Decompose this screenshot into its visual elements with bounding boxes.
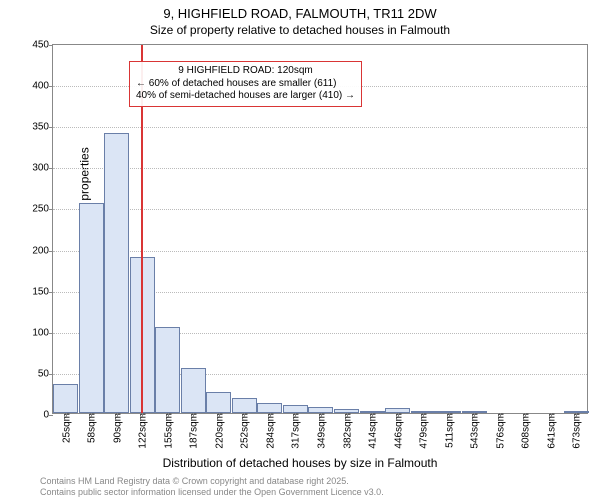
callout-box: 9 HIGHFIELD ROAD: 120sqm← 60% of detache… [129, 61, 362, 107]
xtick-label: 284sqm [263, 413, 276, 449]
xtick-mark [372, 413, 373, 417]
xtick-mark [91, 413, 92, 417]
xtick-mark [551, 413, 552, 417]
xtick-label: 90sqm [110, 413, 123, 443]
xtick-mark [193, 413, 194, 417]
xtick-label: 511sqm [442, 413, 455, 448]
ytick-label: 150 [32, 286, 53, 297]
xtick-mark [219, 413, 220, 417]
xtick-label: 641sqm [544, 413, 557, 449]
xtick-mark [576, 413, 577, 417]
gridline [53, 209, 587, 210]
xtick-mark [398, 413, 399, 417]
xtick-mark [295, 413, 296, 417]
xtick-label: 25sqm [59, 413, 72, 443]
xtick-label: 317sqm [289, 413, 302, 449]
ytick-label: 350 [32, 122, 53, 133]
gridline [53, 168, 587, 169]
xtick-mark [117, 413, 118, 417]
histogram-bar [155, 327, 180, 413]
footer-attribution: Contains HM Land Registry data © Crown c… [40, 476, 384, 498]
xtick-mark [142, 413, 143, 417]
xtick-mark [270, 413, 271, 417]
x-axis-label: Distribution of detached houses by size … [0, 456, 600, 470]
xtick-label: 252sqm [238, 413, 251, 449]
ytick-label: 400 [32, 81, 53, 92]
xtick-label: 382sqm [340, 413, 353, 449]
xtick-mark [347, 413, 348, 417]
histogram-bar [283, 405, 308, 413]
ytick-label: 0 [43, 410, 53, 421]
histogram-bar [104, 133, 129, 413]
xtick-mark [474, 413, 475, 417]
xtick-label: 220sqm [212, 413, 225, 449]
plot-area: 05010015020025030035040045025sqm58sqm90s… [52, 44, 588, 414]
xtick-label: 155sqm [161, 413, 174, 449]
xtick-label: 543sqm [468, 413, 481, 449]
xtick-mark [525, 413, 526, 417]
xtick-label: 414sqm [366, 413, 379, 449]
xtick-label: 673sqm [570, 413, 583, 449]
histogram-bar [257, 403, 282, 413]
ytick-label: 450 [32, 40, 53, 51]
histogram-bar [206, 392, 231, 413]
xtick-label: 479sqm [417, 413, 430, 449]
footer-line2: Contains public sector information licen… [40, 487, 384, 498]
histogram-bar [181, 368, 206, 413]
ytick-label: 300 [32, 163, 53, 174]
xtick-label: 576sqm [493, 413, 506, 449]
gridline [53, 127, 587, 128]
xtick-mark [321, 413, 322, 417]
xtick-mark [66, 413, 67, 417]
xtick-mark [168, 413, 169, 417]
xtick-label: 122sqm [136, 413, 149, 449]
gridline [53, 251, 587, 252]
xtick-mark [500, 413, 501, 417]
xtick-mark [423, 413, 424, 417]
chart-title-line2: Size of property relative to detached ho… [0, 23, 600, 39]
callout-line1: 9 HIGHFIELD ROAD: 120sqm [136, 65, 355, 78]
xtick-mark [449, 413, 450, 417]
callout-line2: ← 60% of detached houses are smaller (61… [136, 78, 355, 91]
ytick-label: 100 [32, 327, 53, 338]
xtick-label: 446sqm [391, 413, 404, 449]
xtick-label: 349sqm [315, 413, 328, 449]
xtick-label: 187sqm [187, 413, 200, 449]
ytick-label: 250 [32, 204, 53, 215]
histogram-bar [232, 398, 257, 413]
ytick-label: 200 [32, 245, 53, 256]
footer-line1: Contains HM Land Registry data © Crown c… [40, 476, 384, 487]
chart-title-line1: 9, HIGHFIELD ROAD, FALMOUTH, TR11 2DW [0, 6, 600, 23]
ytick-label: 50 [38, 368, 53, 379]
histogram-bar [53, 384, 78, 413]
histogram-bar [79, 203, 104, 413]
xtick-mark [244, 413, 245, 417]
callout-line3: 40% of semi-detached houses are larger (… [136, 90, 355, 103]
xtick-label: 58sqm [85, 413, 98, 443]
xtick-label: 608sqm [519, 413, 532, 449]
